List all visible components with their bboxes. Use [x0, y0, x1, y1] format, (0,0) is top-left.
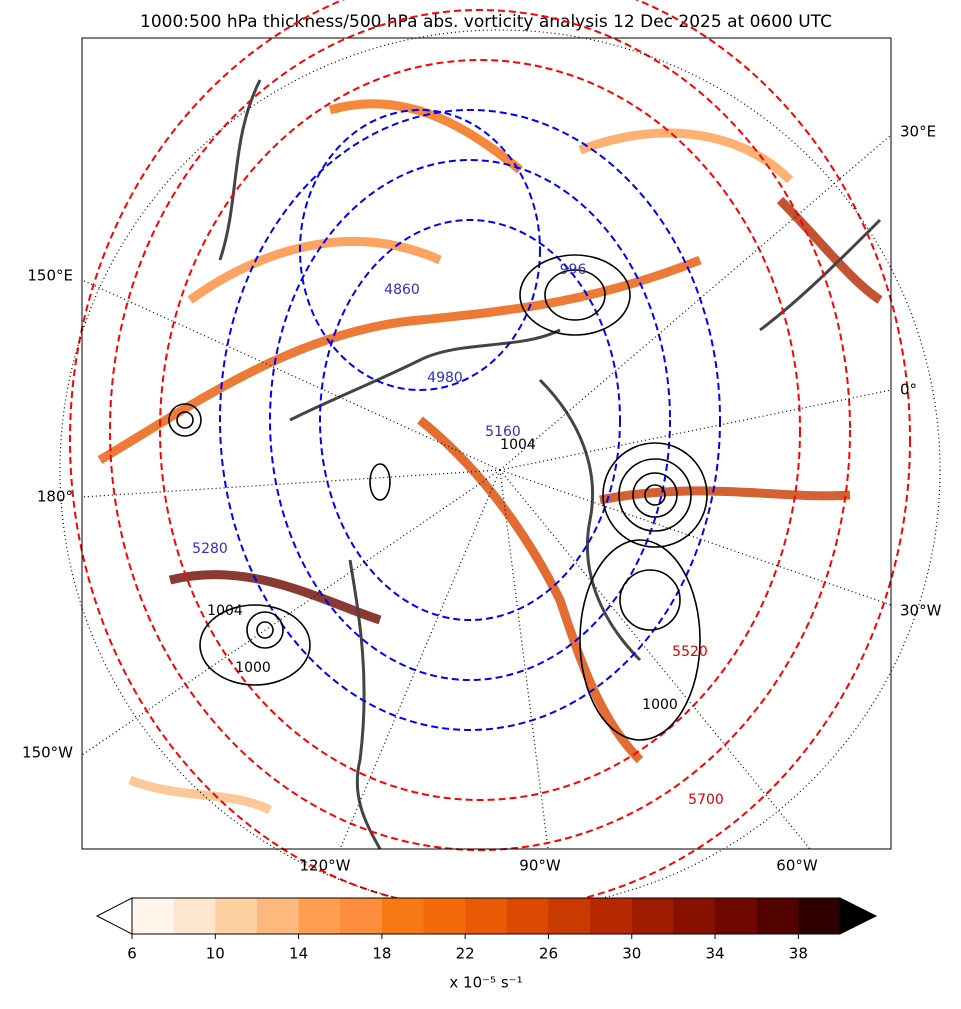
longitude-label: 30°W: [900, 602, 942, 620]
colorbar-tick-label: 6: [127, 945, 137, 963]
colorbar-bin: [173, 898, 216, 934]
colorbar-over: [839, 897, 878, 935]
thickness-contours-cold: [219, 109, 721, 731]
colorbar-bin: [590, 898, 633, 934]
contour-label: 5700: [688, 792, 724, 808]
colorbar-frame: [131, 897, 841, 935]
longitude-label: 180°: [37, 488, 73, 506]
longitude-label: 150°E: [27, 267, 73, 285]
map-background: [82, 38, 891, 849]
contour-label: 5160: [485, 424, 521, 440]
colorbar-bin: [673, 898, 716, 934]
map-panel: 1004 1000 5280 5700 4860 5520 1000 996 5…: [59, 0, 941, 911]
contour-label: 1004: [500, 437, 536, 453]
colorbar-bin: [631, 898, 674, 934]
colorbar-tick-label: 38: [789, 945, 808, 963]
colorbar-under: [95, 897, 133, 935]
graticule: [59, 29, 941, 911]
longitude-label: 30°E: [900, 123, 936, 141]
colorbar-bin: [132, 898, 175, 934]
colorbar-label: x 10⁻⁵ s⁻¹: [449, 974, 522, 992]
map-frame: [81, 37, 892, 850]
colorbar-tick-label: 10: [206, 945, 225, 963]
colorbar-bin: [465, 898, 508, 934]
colorbar-bin: [340, 898, 383, 934]
colorbar-tick-label: 30: [622, 945, 641, 963]
contour-label: 4860: [384, 282, 420, 298]
colorbar-bin: [298, 898, 341, 934]
colorbar-bin: [215, 898, 258, 934]
longitude-label: 120°W: [300, 857, 351, 875]
longitude-label: 60°W: [776, 857, 818, 875]
contour-label: 1004: [207, 603, 243, 619]
longitude-label: 0°: [900, 381, 917, 399]
colorbar-tick-label: 14: [289, 945, 308, 963]
colorbar-tick-label: 18: [372, 945, 391, 963]
contour-label: 1000: [235, 660, 271, 676]
title: 1000:500 hPa thickness/500 hPa abs. vort…: [140, 12, 832, 32]
contour-label: 5280: [192, 541, 228, 557]
colorbar-tick-label: 22: [456, 945, 475, 963]
colorbar-bin: [506, 898, 549, 934]
colorbar-bin: [715, 898, 758, 934]
contour-label: 4980: [427, 370, 463, 386]
pressure-contours: [168, 254, 708, 741]
colorbar-bin: [256, 898, 300, 934]
contour-label: 996: [560, 262, 587, 278]
colorbar-bin: [798, 898, 841, 934]
colorbar-bin: [756, 898, 799, 934]
colorbar-bin: [548, 898, 591, 934]
colorbar-tick-label: 26: [539, 945, 558, 963]
colorbar: 6 10 14 18 22 26 30 34 38: [95, 897, 878, 963]
contour-label: 5520: [672, 644, 708, 660]
colorbar-bin: [381, 898, 425, 934]
colorbar-tick-label: 34: [706, 945, 725, 963]
colorbar-bin: [423, 898, 466, 934]
longitude-label: 150°W: [22, 744, 73, 762]
coastlines: [218, 79, 882, 850]
contour-label: 1000: [642, 697, 678, 713]
longitude-label: 90°W: [519, 857, 561, 875]
